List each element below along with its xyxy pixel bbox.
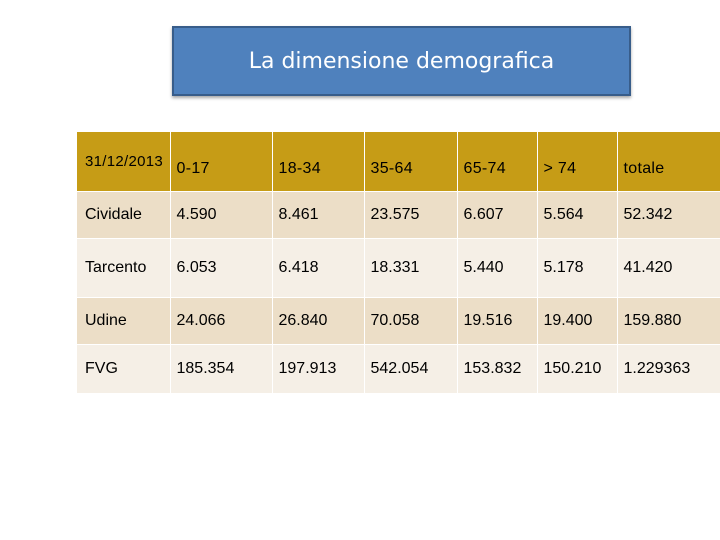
column-header-date: 31/12/2013 <box>77 132 171 192</box>
column-header-over-74: > 74 <box>537 132 618 192</box>
table-cell: 19.516 <box>457 297 538 345</box>
table-cell: 5.440 <box>457 238 538 298</box>
table-row: Cividale 4.590 8.461 23.575 6.607 5.564 … <box>77 191 720 239</box>
table-row: Udine 24.066 26.840 70.058 19.516 19.400… <box>77 297 720 345</box>
table-cell: 8.461 <box>272 191 365 239</box>
table-header-row: 31/12/2013 0-17 18-34 35-64 65-74 > 74 t… <box>77 132 720 192</box>
table-cell: 185.354 <box>170 344 273 394</box>
table-cell: 18.331 <box>364 238 458 298</box>
table-cell: 70.058 <box>364 297 458 345</box>
table-cell: 153.832 <box>457 344 538 394</box>
table-cell: 5.564 <box>537 191 618 239</box>
table-cell: 52.342 <box>617 191 720 239</box>
row-label: Cividale <box>77 191 171 239</box>
table-cell: 41.420 <box>617 238 720 298</box>
table-cell: 6.053 <box>170 238 273 298</box>
row-label: Udine <box>77 297 171 345</box>
column-header-35-64: 35-64 <box>364 132 458 192</box>
table-row: FVG 185.354 197.913 542.054 153.832 150.… <box>77 344 720 394</box>
column-header-65-74: 65-74 <box>457 132 538 192</box>
table-cell: 6.418 <box>272 238 365 298</box>
column-header-18-34: 18-34 <box>272 132 365 192</box>
column-header-totale: totale <box>617 132 720 192</box>
table-cell: 150.210 <box>537 344 618 394</box>
table-cell: 6.607 <box>457 191 538 239</box>
table-cell: 197.913 <box>272 344 365 394</box>
table-cell: 26.840 <box>272 297 365 345</box>
demographic-table: 31/12/2013 0-17 18-34 35-64 65-74 > 74 t… <box>77 132 720 394</box>
table-row: Tarcento 6.053 6.418 18.331 5.440 5.178 … <box>77 238 720 298</box>
slide-title: La dimensione demografica <box>248 48 555 74</box>
table-cell: 542.054 <box>364 344 458 394</box>
column-header-0-17: 0-17 <box>170 132 273 192</box>
table-cell: 159.880 <box>617 297 720 345</box>
table-cell: 5.178 <box>537 238 618 298</box>
title-box: La dimensione demografica <box>172 26 631 96</box>
row-label: Tarcento <box>77 238 171 298</box>
table-cell: 19.400 <box>537 297 618 345</box>
table-cell: 1.229363 <box>617 344 720 394</box>
row-label: FVG <box>77 344 171 394</box>
table-cell: 24.066 <box>170 297 273 345</box>
table-cell: 23.575 <box>364 191 458 239</box>
table-cell: 4.590 <box>170 191 273 239</box>
